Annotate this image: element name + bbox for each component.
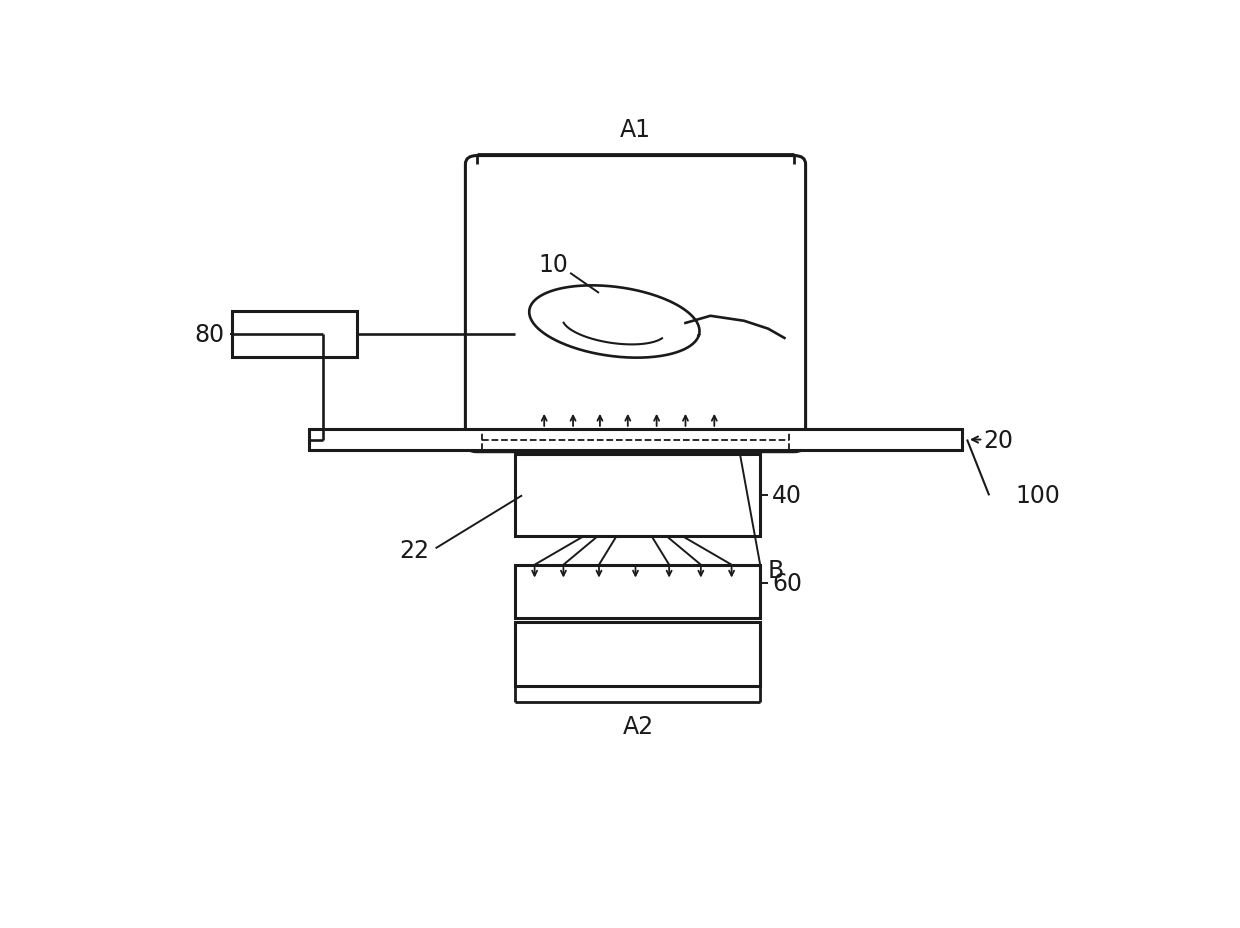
- Text: A1: A1: [620, 118, 651, 142]
- Text: 60: 60: [773, 571, 802, 595]
- Bar: [232, 312, 357, 358]
- Text: 80: 80: [195, 322, 224, 346]
- Text: 40: 40: [773, 483, 802, 508]
- Text: B: B: [768, 558, 785, 582]
- Bar: [516, 565, 760, 619]
- Text: 20: 20: [983, 428, 1013, 452]
- Text: 10: 10: [539, 253, 569, 277]
- Bar: [309, 430, 962, 451]
- Text: A2: A2: [622, 714, 653, 738]
- Bar: [516, 623, 760, 687]
- Bar: [516, 455, 760, 536]
- Text: 100: 100: [1016, 483, 1060, 508]
- FancyBboxPatch shape: [465, 157, 806, 452]
- Text: 22: 22: [399, 539, 429, 562]
